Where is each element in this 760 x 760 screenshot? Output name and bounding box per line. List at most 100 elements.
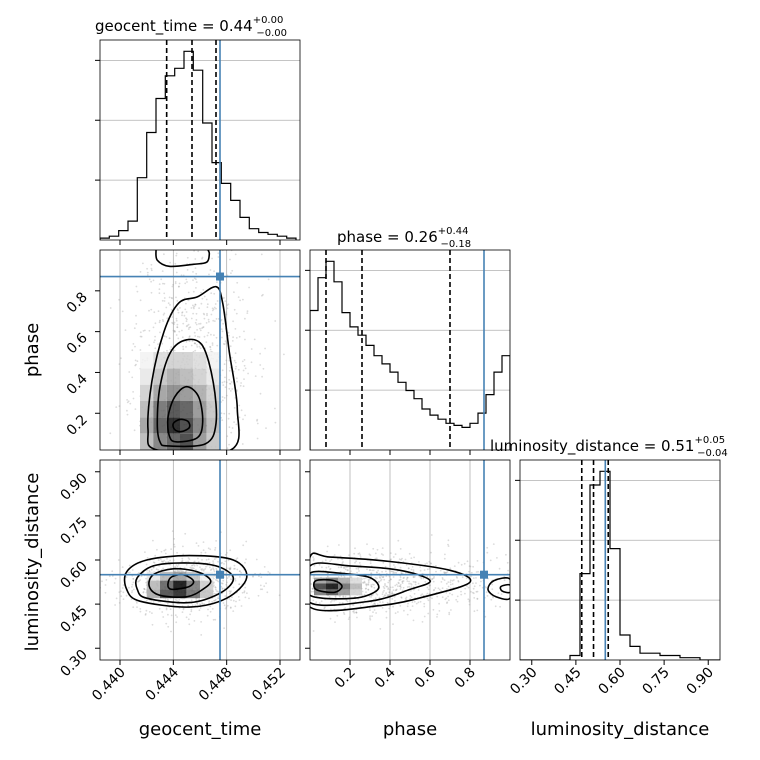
pair-panel-geocent-time-vs-phase-sample-point bbox=[182, 345, 185, 348]
pair-panel-geocent-time-vs-phase-sample-point bbox=[185, 317, 187, 320]
pair-panel-phase-vs-luminosity-distance-sample-point bbox=[394, 612, 397, 615]
pair-panel-phase-vs-luminosity-distance-sample-point bbox=[479, 584, 481, 587]
pair-panel-geocent-time-vs-phase-density-cell bbox=[140, 401, 154, 418]
pair-panel-geocent-time-vs-phase-density-cell bbox=[153, 417, 167, 434]
pair-panel-phase-vs-luminosity-distance-sample-point bbox=[447, 585, 450, 588]
pair-panel-geocent-time-vs-phase-sample-point bbox=[175, 252, 178, 255]
pair-panel-geocent-time-vs-luminosity-distance-sample-point bbox=[182, 608, 185, 611]
pair-panel-geocent-time-vs-luminosity-distance-sample-point bbox=[212, 567, 215, 570]
pair-panel-geocent-time-vs-luminosity-distance-sample-point bbox=[214, 586, 217, 589]
pair-panel-geocent-time-vs-phase-sample-point bbox=[193, 307, 195, 310]
pair-panel-geocent-time-vs-phase-sample-point bbox=[181, 312, 184, 314]
pair-panel-geocent-time-vs-luminosity-distance-sample-point bbox=[104, 584, 107, 586]
pair-panel-geocent-time-vs-phase-sample-point bbox=[157, 343, 159, 346]
pair-panel-geocent-time-vs-phase-sample-point bbox=[178, 330, 181, 333]
pair-panel-phase-vs-luminosity-distance-sample-point bbox=[275, 587, 277, 589]
pair-panel-phase-vs-luminosity-distance-sample-point bbox=[301, 595, 303, 597]
pair-panel-geocent-time-vs-luminosity-distance-sample-point bbox=[198, 609, 201, 612]
pair-panel-geocent-time-vs-phase-sample-point bbox=[227, 331, 230, 334]
pair-panel-phase-vs-luminosity-distance-sample-point bbox=[323, 607, 326, 610]
pair-panel-geocent-time-vs-phase-sample-point bbox=[214, 534, 216, 536]
pair-panel-phase-vs-luminosity-distance-sample-point bbox=[399, 576, 402, 579]
pair-panel-geocent-time-vs-luminosity-distance-sample-point bbox=[92, 584, 94, 586]
pair-panel-phase-vs-luminosity-distance-sample-point bbox=[246, 609, 248, 611]
pair-panel-phase-vs-luminosity-distance-sample-point bbox=[296, 597, 298, 599]
pair-panel-phase-vs-luminosity-distance-sample-point bbox=[397, 581, 400, 584]
pair-panel-geocent-time-vs-phase-sample-point bbox=[211, 458, 213, 460]
pair-panel-geocent-time-vs-phase-sample-point bbox=[172, 322, 174, 325]
pair-panel-phase-vs-luminosity-distance-sample-point bbox=[460, 593, 463, 596]
pair-panel-phase-vs-luminosity-distance-sample-point bbox=[273, 587, 275, 589]
pair-panel-geocent-time-vs-luminosity-distance-sample-point bbox=[144, 614, 147, 616]
pair-panel-geocent-time-vs-phase-sample-point bbox=[200, 462, 202, 464]
pair-panel-phase-vs-luminosity-distance-sample-point bbox=[344, 607, 347, 610]
pair-panel-geocent-time-vs-luminosity-distance-sample-point bbox=[214, 599, 216, 602]
pair-panel-geocent-time-vs-phase bbox=[95, 249, 301, 536]
pair-panel-geocent-time-vs-phase-density-cell bbox=[166, 352, 180, 369]
pair-panel-geocent-time-vs-phase-sample-point bbox=[256, 418, 259, 421]
pair-panel-geocent-time-vs-phase-density-cell bbox=[153, 401, 167, 418]
pair-panel-geocent-time-vs-phase-density-cell bbox=[180, 352, 194, 369]
pair-panel-geocent-time-vs-phase-sample-point bbox=[165, 336, 168, 338]
pair-panel-geocent-time-vs-luminosity-distance-sample-point bbox=[229, 591, 232, 594]
pair-panel-geocent-time-vs-phase-sample-point bbox=[217, 256, 220, 258]
pair-panel-phase-vs-luminosity-distance-sample-point bbox=[391, 593, 394, 595]
pair-panel-phase-vs-luminosity-distance-sample-point bbox=[362, 581, 364, 584]
pair-panel-phase-vs-luminosity-distance-sample-point bbox=[312, 556, 314, 558]
pair-panel-geocent-time-vs-phase-sample-point bbox=[228, 426, 231, 429]
pair-panel-geocent-time-vs-phase-sample-point bbox=[213, 306, 216, 309]
pair-panel-geocent-time-vs-luminosity-distance-sample-point bbox=[127, 571, 130, 574]
pair-panel-phase-vs-luminosity-distance-sample-point bbox=[357, 568, 360, 570]
pair-panel-geocent-time-vs-phase-sample-point bbox=[134, 359, 137, 362]
x-tick-label-luminosity-distance-4: 0.90 bbox=[684, 665, 717, 698]
pair-panel-geocent-time-vs-phase-sample-point bbox=[226, 307, 229, 310]
pair-panel-phase-vs-luminosity-distance-sample-point bbox=[473, 585, 476, 588]
pair-panel-phase-vs-luminosity-distance-sample-point bbox=[313, 558, 315, 560]
pair-panel-phase-vs-luminosity-distance-sample-point bbox=[356, 616, 358, 619]
pair-panel-phase-vs-luminosity-distance-sample-point bbox=[379, 601, 381, 603]
hist-panel-geocent-time-content bbox=[100, 40, 297, 240]
pair-panel-geocent-time-vs-phase-sample-point bbox=[193, 305, 196, 308]
pair-panel-geocent-time-vs-luminosity-distance-sample-point bbox=[125, 594, 128, 597]
pair-panel-geocent-time-vs-luminosity-distance-sample-point bbox=[121, 587, 124, 589]
pair-panel-geocent-time-vs-phase-sample-point bbox=[154, 347, 157, 350]
pair-panel-phase-vs-luminosity-distance-sample-point bbox=[305, 573, 307, 575]
pair-panel-phase-vs-luminosity-distance-sample-point bbox=[407, 567, 410, 570]
pair-panel-phase-vs-luminosity-distance-sample-point bbox=[373, 609, 376, 611]
pair-panel-geocent-time-vs-phase-sample-point bbox=[211, 342, 214, 345]
pair-panel-phase-vs-luminosity-distance-sample-point bbox=[296, 593, 298, 595]
pair-panel-geocent-time-vs-phase-sample-point bbox=[163, 312, 166, 315]
pair-panel-geocent-time-vs-luminosity-distance-sample-point bbox=[215, 567, 218, 570]
pair-panel-geocent-time-vs-phase-sample-point bbox=[193, 331, 196, 334]
pair-panel-geocent-time-vs-luminosity-distance-sample-point bbox=[196, 564, 199, 567]
pair-panel-phase-vs-luminosity-distance-sample-point bbox=[406, 605, 409, 608]
pair-panel-phase-vs-luminosity-distance-sample-point bbox=[355, 611, 358, 614]
pair-panel-geocent-time-vs-luminosity-distance-sample-point bbox=[157, 559, 160, 561]
pair-panel-phase-vs-luminosity-distance-sample-point bbox=[306, 576, 308, 578]
pair-panel-phase-vs-luminosity-distance-sample-point bbox=[369, 569, 372, 571]
pair-panel-phase-vs-luminosity-distance-sample-point bbox=[438, 602, 440, 605]
pair-panel-geocent-time-vs-luminosity-distance-sample-point bbox=[127, 586, 130, 589]
pair-panel-phase-vs-luminosity-distance-sample-point bbox=[295, 598, 297, 600]
pair-panel-geocent-time-vs-phase-contour-3 bbox=[146, 285, 240, 450]
pair-panel-geocent-time-vs-luminosity-distance-sample-point bbox=[231, 596, 233, 599]
pair-panel-geocent-time-vs-phase-sample-point bbox=[150, 485, 152, 487]
pair-panel-phase-vs-luminosity-distance-sample-point bbox=[363, 580, 366, 583]
pair-panel-geocent-time-vs-phase-sample-point bbox=[136, 290, 139, 293]
pair-panel-geocent-time-vs-phase-sample-point bbox=[194, 267, 197, 269]
pair-panel-phase-vs-luminosity-distance-sample-point bbox=[321, 566, 323, 569]
pair-panel-geocent-time-vs-luminosity-distance-sample-point bbox=[182, 553, 185, 556]
pair-panel-geocent-time-vs-luminosity-distance-sample-point bbox=[233, 564, 236, 567]
pair-panel-geocent-time-vs-phase-sample-point bbox=[195, 323, 198, 326]
pair-panel-geocent-time-vs-phase-sample-point bbox=[175, 254, 178, 257]
pair-panel-geocent-time-vs-phase-sample-point bbox=[155, 491, 157, 493]
pair-panel-geocent-time-vs-phase-sample-point bbox=[226, 435, 229, 438]
pair-panel-geocent-time-vs-phase-sample-point bbox=[192, 279, 194, 282]
pair-panel-geocent-time-vs-luminosity-distance-sample-point bbox=[226, 577, 229, 579]
pair-panel-geocent-time-vs-luminosity-distance-sample-point bbox=[239, 570, 241, 573]
pair-panel-phase-vs-luminosity-distance-sample-point bbox=[381, 547, 384, 549]
pair-panel-phase-vs-luminosity-distance-sample-point bbox=[413, 556, 415, 559]
pair-panel-geocent-time-vs-luminosity-distance-sample-point bbox=[217, 560, 220, 563]
pair-panel-geocent-time-vs-luminosity-distance-sample-point bbox=[213, 584, 215, 587]
pair-panel-geocent-time-vs-phase-sample-point bbox=[221, 336, 223, 339]
